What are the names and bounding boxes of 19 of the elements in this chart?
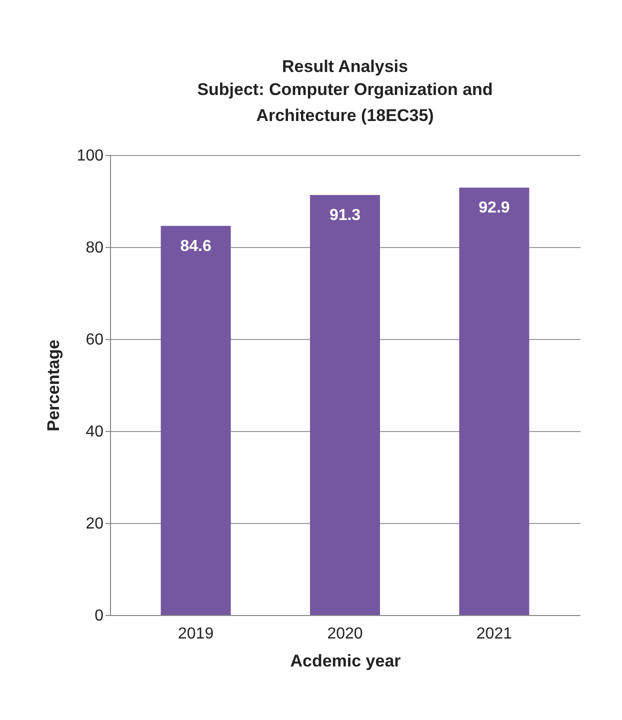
x-tick-label: 2021 xyxy=(476,626,512,642)
y-tick-label: 20 xyxy=(86,516,104,532)
y-tick-label: 100 xyxy=(76,148,104,164)
x-axis-title: Acdemic year xyxy=(290,652,402,670)
y-tick-label: 40 xyxy=(86,424,104,440)
x-tick-label: 2019 xyxy=(178,626,214,642)
chart-subtitle: Subject: Computer Organization and Architecture (18EC35) xyxy=(197,80,493,125)
data-label: 84.6 xyxy=(180,238,212,255)
bar xyxy=(459,188,530,615)
y-tick-label: 60 xyxy=(86,332,104,348)
data-label: 92.9 xyxy=(478,200,510,217)
data-label: 91.3 xyxy=(329,207,361,224)
x-tick-label: 2020 xyxy=(327,626,363,642)
bar xyxy=(160,226,231,615)
y-tick-label: 80 xyxy=(86,240,104,256)
y-tick-label: 0 xyxy=(94,608,104,624)
chart-title: Result Analysis xyxy=(282,57,408,76)
y-axis-title: Percentage xyxy=(44,340,63,432)
bar xyxy=(310,195,380,615)
